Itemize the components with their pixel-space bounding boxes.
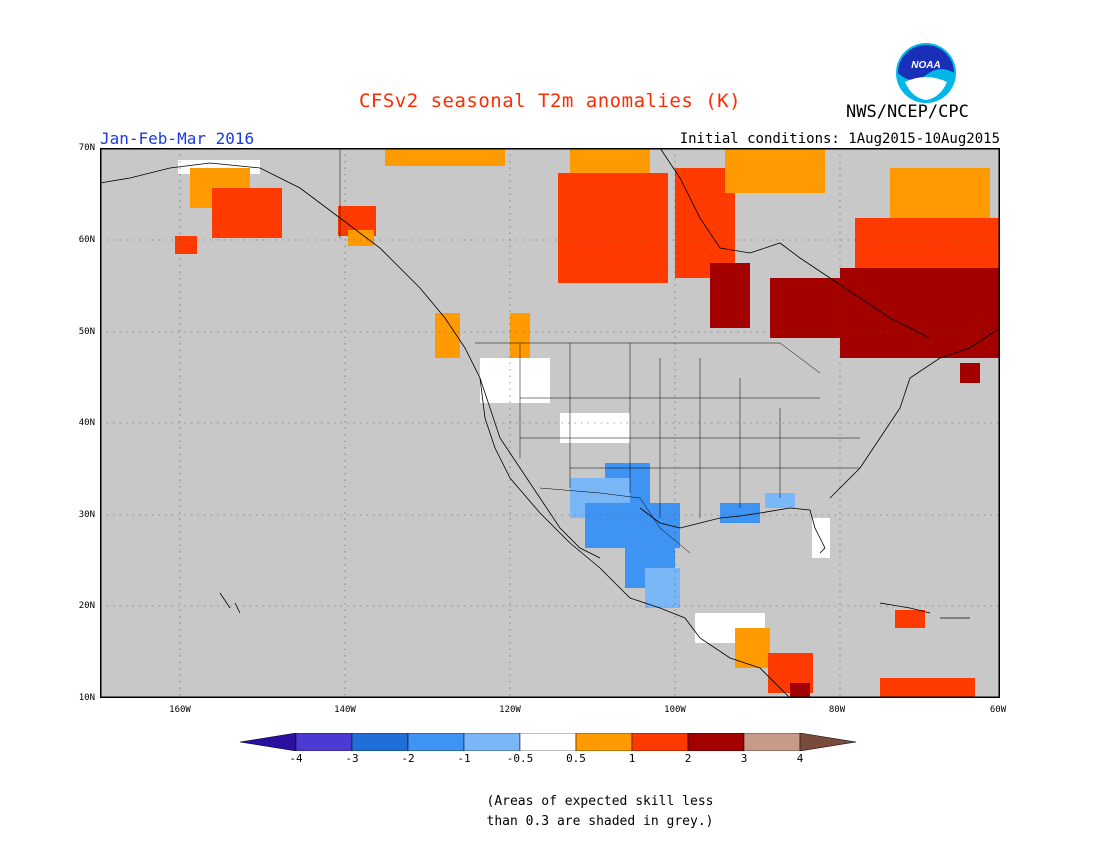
skill-note-line: than 0.3 are shaded in grey.)	[486, 814, 714, 829]
anomaly-map	[100, 148, 1000, 698]
lat-label: 60N	[78, 235, 95, 245]
lon-label: 140W	[334, 705, 356, 715]
lat-label: 40N	[78, 418, 95, 428]
lat-label: 30N	[78, 510, 95, 520]
coastlines	[100, 148, 1000, 698]
map-frame	[100, 148, 1000, 698]
colorbar-segment	[519, 733, 577, 751]
colorbar-segment	[631, 733, 689, 751]
organization-label: NWS/NCEP/CPC	[846, 102, 969, 122]
colorbar-segment	[743, 733, 801, 751]
colorbar-segment	[351, 733, 409, 751]
colorbar-tick-label: -0.5	[506, 752, 534, 765]
colorbar-segment	[799, 733, 857, 751]
colorbar-tick-label: 2	[684, 752, 692, 765]
lon-label: 100W	[664, 705, 686, 715]
colorbar-segment	[463, 733, 521, 751]
logo-text: NOAA	[911, 60, 940, 71]
lat-label: 20N	[78, 601, 95, 611]
color-bar	[240, 733, 857, 751]
lat-lon-grid	[100, 148, 1000, 698]
lat-label: 10N	[78, 693, 95, 703]
colorbar-segment	[687, 733, 745, 751]
initial-conditions: Initial conditions: 1Aug2015-10Aug2015	[679, 131, 1000, 147]
lon-label: 120W	[499, 705, 521, 715]
noaa-logo: NOAA	[896, 43, 956, 103]
skill-note-line: (Areas of expected skill less	[486, 794, 714, 809]
lon-label: 80W	[828, 705, 846, 715]
lon-label: 60W	[989, 705, 1007, 715]
political-borders	[339, 148, 860, 554]
colorbar-tick-label: 0.5	[566, 752, 586, 765]
colorbar-segment	[240, 733, 297, 751]
colorbar-tick-label: -1	[457, 752, 471, 765]
colorbar-segment	[295, 733, 353, 751]
skill-note: (Areas of expected skill less than 0.3 a…	[470, 792, 730, 832]
colorbar-tick-label: -3	[345, 752, 359, 765]
colorbar-tick-label: 1	[628, 752, 636, 765]
lat-label: 50N	[78, 327, 95, 337]
colorbar-tick-label: 4	[796, 752, 804, 765]
lat-label: 70N	[78, 143, 95, 153]
colorbar-segment	[407, 733, 465, 751]
colorbar-tick-label: -2	[401, 752, 415, 765]
lon-label: 160W	[169, 705, 191, 715]
map-title: CFSv2 seasonal T2m anomalies (K)	[358, 90, 742, 112]
forecast-period: Jan-Feb-Mar 2016	[100, 129, 255, 148]
colorbar-tick-label: -4	[289, 752, 303, 765]
colorbar-tick-label: 3	[740, 752, 748, 765]
colorbar-segment	[575, 733, 633, 751]
